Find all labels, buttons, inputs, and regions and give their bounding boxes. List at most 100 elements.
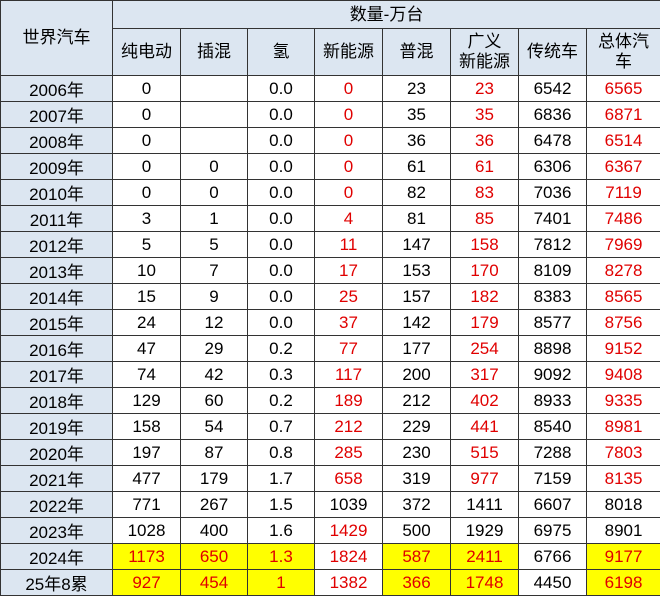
value-cell: 9092 [519, 362, 587, 388]
value-cell: 4 [315, 206, 383, 232]
column-header: 氢 [248, 29, 315, 76]
value-cell: 0.2 [248, 336, 315, 362]
year-cell: 2021年 [1, 466, 113, 492]
value-cell: 8565 [587, 284, 660, 310]
year-cell: 2016年 [1, 336, 113, 362]
value-cell: 650 [181, 544, 248, 570]
value-cell: 12 [181, 310, 248, 336]
value-cell: 0 [315, 180, 383, 206]
value-cell: 8278 [587, 258, 660, 284]
value-cell: 15 [113, 284, 181, 310]
value-cell: 7803 [587, 440, 660, 466]
column-header: 总体汽 车 [587, 29, 660, 76]
value-cell: 61 [383, 154, 451, 180]
column-header: 广义 新能源 [451, 29, 519, 76]
year-cell: 2013年 [1, 258, 113, 284]
value-cell: 37 [315, 310, 383, 336]
value-cell: 6836 [519, 102, 587, 128]
value-cell: 0.3 [248, 362, 315, 388]
value-cell: 77 [315, 336, 383, 362]
value-cell: 6542 [519, 76, 587, 102]
value-cell: 1.5 [248, 492, 315, 518]
value-cell: 81 [383, 206, 451, 232]
value-cell: 23 [383, 76, 451, 102]
value-cell: 0 [315, 76, 383, 102]
year-cell: 2011年 [1, 206, 113, 232]
value-cell: 0.0 [248, 310, 315, 336]
value-cell: 42 [181, 362, 248, 388]
value-cell [181, 76, 248, 102]
value-cell: 254 [451, 336, 519, 362]
value-cell: 977 [451, 466, 519, 492]
value-cell: 267 [181, 492, 248, 518]
value-cell: 8540 [519, 414, 587, 440]
value-cell: 8018 [587, 492, 660, 518]
value-cell: 6514 [587, 128, 660, 154]
value-cell: 285 [315, 440, 383, 466]
value-cell: 0.0 [248, 128, 315, 154]
value-cell: 7969 [587, 232, 660, 258]
value-cell: 441 [451, 414, 519, 440]
value-cell: 179 [181, 466, 248, 492]
value-cell: 25 [315, 284, 383, 310]
value-cell: 153 [383, 258, 451, 284]
value-cell: 10 [113, 258, 181, 284]
value-cell: 2411 [451, 544, 519, 570]
value-cell: 179 [451, 310, 519, 336]
value-cell: 7401 [519, 206, 587, 232]
value-cell: 477 [113, 466, 181, 492]
value-cell: 319 [383, 466, 451, 492]
value-cell: 170 [451, 258, 519, 284]
value-cell: 0 [181, 154, 248, 180]
value-cell: 1748 [451, 570, 519, 596]
value-cell: 8383 [519, 284, 587, 310]
value-cell: 85 [451, 206, 519, 232]
value-cell: 372 [383, 492, 451, 518]
value-cell: 7288 [519, 440, 587, 466]
value-cell: 7812 [519, 232, 587, 258]
value-cell: 11 [315, 232, 383, 258]
value-cell: 177 [383, 336, 451, 362]
year-cell: 2017年 [1, 362, 113, 388]
value-cell: 0 [113, 128, 181, 154]
value-cell: 927 [113, 570, 181, 596]
value-cell [181, 128, 248, 154]
value-cell: 8577 [519, 310, 587, 336]
value-cell: 35 [451, 102, 519, 128]
value-cell: 0.0 [248, 154, 315, 180]
year-cell: 2008年 [1, 128, 113, 154]
value-cell: 0.8 [248, 440, 315, 466]
value-cell: 36 [383, 128, 451, 154]
value-cell: 0 [113, 154, 181, 180]
value-cell: 129 [113, 388, 181, 414]
value-cell: 6367 [587, 154, 660, 180]
value-cell: 0 [315, 102, 383, 128]
year-cell: 2006年 [1, 76, 113, 102]
value-cell: 4450 [519, 570, 587, 596]
value-cell: 6565 [587, 76, 660, 102]
value-cell: 1382 [315, 570, 383, 596]
value-cell: 0.0 [248, 102, 315, 128]
year-cell: 2018年 [1, 388, 113, 414]
year-cell: 2019年 [1, 414, 113, 440]
year-cell: 25年8累 [1, 570, 113, 596]
value-cell: 0.0 [248, 206, 315, 232]
value-cell: 230 [383, 440, 451, 466]
value-cell: 74 [113, 362, 181, 388]
value-cell: 158 [113, 414, 181, 440]
value-cell: 587 [383, 544, 451, 570]
value-cell: 197 [113, 440, 181, 466]
value-cell: 1.3 [248, 544, 315, 570]
value-cell: 6478 [519, 128, 587, 154]
year-cell: 2007年 [1, 102, 113, 128]
value-cell: 157 [383, 284, 451, 310]
value-cell: 1.6 [248, 518, 315, 544]
value-cell: 147 [383, 232, 451, 258]
value-cell: 317 [451, 362, 519, 388]
